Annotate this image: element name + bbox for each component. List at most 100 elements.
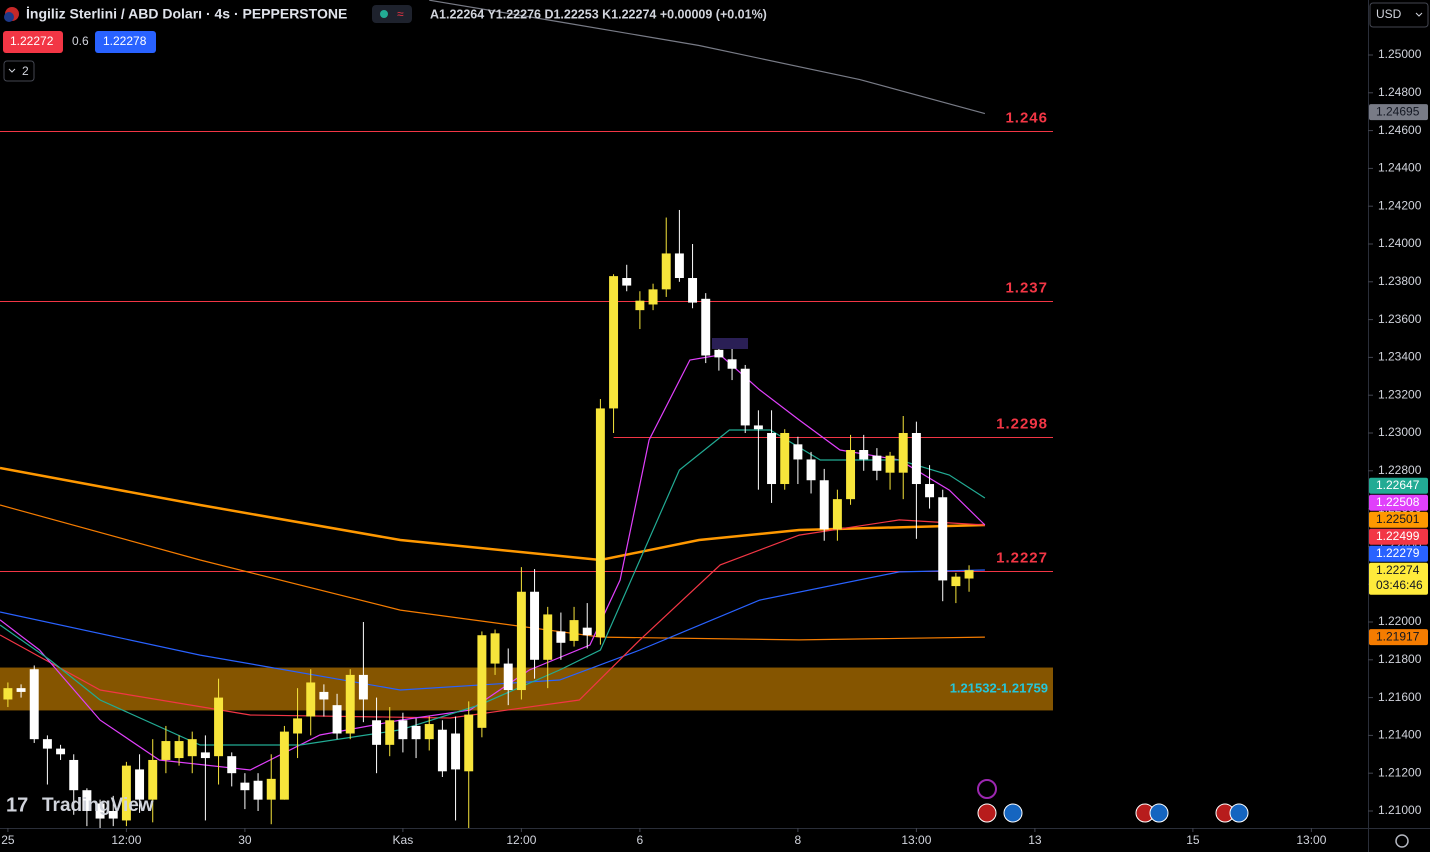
level-label: 1.246 bbox=[1005, 109, 1048, 126]
candle-body bbox=[490, 633, 500, 664]
candle-body bbox=[398, 720, 408, 740]
countdown: 03:46:46 bbox=[1376, 578, 1423, 592]
candle-body bbox=[437, 729, 447, 772]
candle-body bbox=[253, 780, 263, 800]
symbol-icon bbox=[4, 12, 14, 22]
candle-body bbox=[477, 635, 487, 728]
candle-body bbox=[609, 276, 619, 409]
drawing-box bbox=[712, 338, 748, 349]
candle-body bbox=[69, 759, 79, 791]
candle-body bbox=[595, 408, 605, 638]
candle-body bbox=[200, 752, 210, 759]
price-tag-label: 1.22501 bbox=[1376, 512, 1420, 526]
price-tag bbox=[1369, 629, 1428, 646]
candle-body bbox=[872, 455, 882, 471]
symbol-title[interactable]: İngiliz Sterlini / ABD Doları · 4s · PEP… bbox=[26, 6, 347, 22]
y-tick-label: 1.21400 bbox=[1378, 728, 1422, 742]
event-flag[interactable] bbox=[977, 803, 997, 823]
candle-body bbox=[938, 497, 948, 581]
candle-body bbox=[635, 300, 645, 311]
candle-body bbox=[951, 576, 961, 587]
x-tick-label: 13:00 bbox=[1296, 833, 1326, 847]
y-tick-label: 1.23200 bbox=[1378, 387, 1422, 401]
last-price-label: 1.22274 bbox=[1376, 563, 1420, 577]
candle-body bbox=[293, 718, 303, 734]
price-tag bbox=[1369, 511, 1428, 528]
event-flag[interactable] bbox=[1229, 803, 1249, 823]
candle-body bbox=[121, 765, 131, 821]
price-tag-label: 1.22647 bbox=[1376, 478, 1420, 492]
candle-body bbox=[885, 455, 895, 473]
event-icon[interactable] bbox=[977, 779, 997, 799]
sell-button[interactable] bbox=[3, 31, 63, 53]
candle-body bbox=[793, 444, 803, 460]
candle-body bbox=[859, 450, 869, 460]
candle-body bbox=[16, 688, 26, 692]
candle-body bbox=[582, 627, 592, 636]
price-tag bbox=[1369, 104, 1428, 121]
buy-button[interactable] bbox=[95, 31, 156, 53]
candle-body bbox=[727, 359, 737, 369]
price-tag-label: 1.22279 bbox=[1376, 546, 1420, 560]
event-flag[interactable] bbox=[1149, 803, 1169, 823]
indicator-line bbox=[429, 0, 986, 115]
candle-body bbox=[227, 756, 237, 774]
settings-icon[interactable] bbox=[1395, 834, 1409, 848]
candle-body bbox=[266, 778, 276, 800]
candle-body bbox=[661, 253, 671, 290]
price-tag-label: 1.22508 bbox=[1376, 495, 1420, 509]
indicator-line bbox=[0, 354, 986, 771]
candle-body bbox=[451, 733, 461, 770]
candle-body bbox=[530, 591, 540, 660]
support-zone bbox=[0, 667, 1053, 711]
last-price-tag bbox=[1369, 562, 1428, 595]
y-tick-label: 1.23000 bbox=[1378, 425, 1422, 439]
candle-body bbox=[516, 591, 526, 691]
buy-price[interactable]: 1.22278 bbox=[103, 34, 147, 48]
candle-body bbox=[648, 289, 658, 305]
chevron bbox=[8, 68, 16, 73]
x-tick-label: 13:00 bbox=[901, 833, 931, 847]
x-tick-label: Kas bbox=[393, 833, 414, 847]
candle-body bbox=[174, 741, 184, 759]
x-tick-label: 13 bbox=[1028, 833, 1042, 847]
currency[interactable]: USD bbox=[1376, 7, 1402, 21]
candle-body bbox=[42, 739, 52, 749]
chevron bbox=[1415, 12, 1423, 17]
sell-price[interactable]: 1.22272 bbox=[10, 34, 54, 48]
candle-body bbox=[740, 368, 750, 426]
event-flag[interactable] bbox=[1003, 803, 1023, 823]
indicators-toggle[interactable] bbox=[3, 60, 35, 82]
candle-body bbox=[911, 432, 921, 485]
y-tick-label: 1.22800 bbox=[1378, 463, 1422, 477]
y-tick-label: 1.24000 bbox=[1378, 236, 1422, 250]
candle-body bbox=[846, 450, 856, 500]
plot-area: 1.21532-1.21759 1.246 1.237 1.2298 1.2227 bbox=[0, 0, 1053, 828]
candle-body bbox=[148, 759, 158, 800]
price-tag-label: 1.24695 bbox=[1376, 104, 1420, 118]
price-tag bbox=[1369, 545, 1428, 562]
candle-body bbox=[819, 480, 829, 530]
candle-body bbox=[3, 688, 13, 700]
candle-body bbox=[622, 278, 632, 286]
price-tag bbox=[1369, 494, 1428, 511]
candle-body bbox=[135, 769, 145, 800]
candle-body bbox=[372, 720, 382, 745]
level-label: 1.2227 bbox=[996, 549, 1048, 566]
candle-body bbox=[424, 724, 434, 740]
candle-body bbox=[306, 682, 316, 717]
watermark-logo: 17 bbox=[6, 794, 28, 816]
candle-body bbox=[82, 790, 92, 811]
currency-select[interactable] bbox=[1369, 2, 1429, 28]
candle-body bbox=[279, 731, 289, 800]
indicators-count[interactable]: 2 bbox=[22, 64, 29, 78]
status-badge[interactable] bbox=[372, 5, 412, 23]
x-tick-label: 12:00 bbox=[111, 833, 141, 847]
y-tick-label: 1.24600 bbox=[1378, 123, 1422, 137]
candle-body bbox=[187, 739, 197, 757]
candle-body bbox=[161, 741, 171, 760]
candle-body bbox=[319, 691, 329, 700]
candle-body bbox=[925, 484, 935, 498]
candle-body bbox=[806, 459, 816, 481]
